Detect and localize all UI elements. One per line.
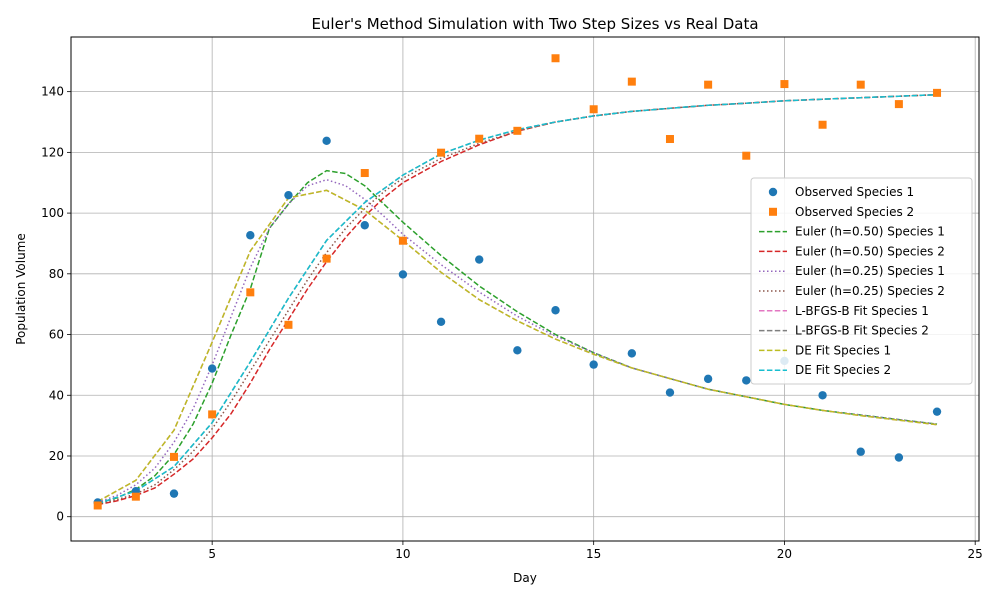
observed-point-species-1: [513, 346, 522, 355]
observed-point-species-2: [589, 105, 598, 114]
chart-title: Euler's Method Simulation with Two Step …: [311, 15, 758, 33]
observed-point-species-2: [742, 151, 751, 160]
observed-point-species-2: [933, 88, 942, 97]
observed-point-species-2: [856, 80, 865, 89]
y-tick-label: 40: [49, 388, 64, 402]
x-tick-label: 5: [208, 547, 216, 561]
observed-point-species-1: [742, 376, 751, 385]
observed-point-species-2: [322, 254, 331, 263]
observed-point-species-2: [93, 501, 102, 510]
legend-entry: Euler (h=0.50) Species 2: [759, 244, 945, 258]
observed-point-species-1: [627, 349, 637, 358]
y-tick-label: 140: [41, 85, 64, 99]
observed-point-species-2: [284, 320, 293, 329]
observed-point-species-2: [170, 452, 179, 461]
series-line-2: [97, 93, 938, 506]
plot-frame: [70, 36, 980, 542]
legend-marker: [768, 187, 778, 197]
observed-point-species-1: [284, 190, 293, 200]
observed-point-species-2: [360, 169, 369, 178]
observed-point-species-1: [207, 364, 217, 373]
points-layer: [93, 54, 942, 510]
legend-label: DE Fit Species 1: [795, 343, 891, 357]
observed-point-species-1: [665, 388, 675, 397]
observed-point-species-2: [894, 100, 903, 109]
observed-point-species-1: [551, 306, 560, 315]
y-tick-label: 80: [49, 267, 64, 281]
legend-entry: DE Fit Species 1: [759, 343, 891, 357]
legend-label: Euler (h=0.50) Species 2: [795, 244, 945, 258]
observed-point-species-2: [551, 54, 560, 63]
observed-point-species-2: [704, 80, 713, 89]
x-tick-label: 20: [777, 547, 792, 561]
series-line-1: [97, 169, 938, 504]
observed-point-species-2: [208, 410, 217, 419]
legend-label: DE Fit Species 2: [795, 363, 891, 377]
y-axis-label: Population Volume: [14, 233, 28, 345]
observed-point-species-1: [475, 255, 484, 264]
observed-point-species-1: [360, 221, 369, 230]
observed-point-species-2: [665, 135, 674, 144]
observed-point-species-1: [818, 391, 827, 400]
legend-entry: Euler (h=0.25) Species 2: [759, 284, 945, 298]
legend-marker: [769, 207, 777, 216]
legend-entry: L-BFGS-B Fit Species 2: [759, 324, 929, 338]
observed-point-species-1: [932, 407, 942, 416]
x-tick-label: 10: [395, 547, 410, 561]
observed-point-species-2: [246, 288, 255, 297]
series-layer: [97, 93, 938, 506]
legend-entry: Euler (h=0.50) Species 1: [759, 225, 945, 239]
legend-entry: Observed Species 1: [768, 185, 914, 199]
y-tick-label: 120: [41, 145, 64, 159]
legend-entry: Observed Species 2: [769, 205, 914, 219]
legend: Observed Species 1 Observed Species 2 Eule…: [750, 177, 973, 385]
legend-label: L-BFGS-B Fit Species 2: [795, 324, 929, 338]
legend-box: [750, 177, 973, 385]
observed-point-species-2: [437, 148, 446, 157]
legend-label: Euler (h=0.50) Species 1: [795, 225, 945, 239]
observed-point-species-1: [169, 489, 179, 498]
y-tick-label: 100: [41, 206, 64, 220]
legend-label: Euler (h=0.25) Species 2: [795, 284, 945, 298]
series-line-8: [97, 93, 938, 505]
y-tick-label: 0: [56, 510, 64, 524]
observed-point-species-1: [246, 231, 255, 240]
observed-point-species-2: [513, 126, 522, 135]
legend-label: Euler (h=0.25) Species 1: [795, 264, 945, 278]
axis-ticks: 5 10 15 20 25 0 20 40 60 80 100 120 140: [41, 85, 983, 561]
observed-point-species-1: [589, 360, 598, 369]
observed-point-species-1: [703, 374, 713, 384]
observed-point-species-1: [894, 453, 904, 462]
x-tick-label: 25: [968, 547, 983, 561]
observed-point-species-1: [322, 136, 331, 146]
x-tick-label: 15: [586, 547, 601, 561]
observed-point-species-2: [475, 134, 484, 143]
y-tick-label: 60: [49, 328, 64, 342]
observed-point-species-1: [398, 270, 408, 279]
observed-point-species-2: [780, 80, 789, 89]
observed-point-species-2: [131, 492, 140, 501]
legend-entry: Euler (h=0.25) Species 1: [759, 264, 945, 278]
observed-point-species-2: [627, 77, 636, 86]
legend-label: Observed Species 2: [795, 205, 914, 219]
observed-point-species-2: [398, 236, 407, 245]
legend-label: Observed Species 1: [795, 185, 914, 199]
observed-point-species-1: [436, 317, 446, 326]
x-axis-label: Day: [513, 571, 537, 585]
legend-entry: L-BFGS-B Fit Species 1: [759, 304, 929, 318]
observed-point-species-2: [818, 120, 827, 129]
series-line-3: [97, 178, 938, 504]
y-tick-label: 20: [49, 449, 64, 463]
observed-point-species-1: [856, 447, 865, 456]
legend-label: L-BFGS-B Fit Species 1: [795, 304, 929, 318]
legend-entry: DE Fit Species 2: [759, 363, 891, 377]
